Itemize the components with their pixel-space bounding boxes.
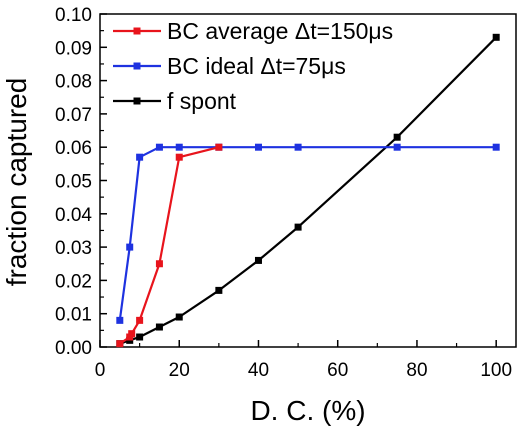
- data-point: [294, 143, 302, 151]
- series-line: [118, 146, 497, 321]
- data-point: [175, 143, 183, 151]
- data-point: [294, 223, 302, 231]
- data-point: [492, 143, 500, 151]
- y-tick-label: 0.07: [55, 105, 92, 126]
- data-point: [492, 33, 500, 41]
- y-tick-label: 0.10: [55, 5, 92, 26]
- data-point: [254, 256, 262, 264]
- data-point: [155, 260, 163, 268]
- legend-label: f spont: [167, 88, 237, 114]
- legend-label: BC average Δt=150μs: [167, 18, 393, 44]
- x-tick-label: 100: [480, 360, 512, 381]
- data-point: [126, 243, 134, 251]
- series-1: [116, 143, 500, 324]
- y-tick-label: 0.08: [55, 72, 92, 93]
- data-point: [393, 143, 401, 151]
- data-point: [175, 313, 183, 321]
- x-tick-label: 20: [169, 360, 190, 381]
- data-point: [116, 340, 124, 348]
- y-tick-label: 0.04: [55, 205, 92, 226]
- y-axis-title: fraction captured: [1, 78, 32, 287]
- series-line: [119, 36, 497, 345]
- y-tick-label: 0.09: [55, 38, 92, 59]
- data-point: [116, 316, 124, 324]
- y-tick-label: 0.03: [55, 238, 92, 259]
- data-point: [215, 143, 223, 151]
- data-point: [136, 153, 144, 161]
- data-point: [175, 153, 183, 161]
- x-tick-label: 60: [327, 360, 348, 381]
- legend-marker: [133, 97, 141, 105]
- data-point: [128, 330, 136, 338]
- data-point: [393, 133, 401, 141]
- data-point: [155, 143, 163, 151]
- series-line: [119, 146, 220, 345]
- data-point: [215, 286, 223, 294]
- data-series: [116, 33, 500, 348]
- x-tick-label: 80: [406, 360, 427, 381]
- legend-item-2: f spont: [113, 88, 237, 114]
- axis-ticks: 0 20 40 60 80 100 0.00 0.01 0.02 0.03 0.04 0.05 0.06…: [55, 5, 512, 381]
- legend: BC average Δt=150μs BC ideal Δt=75μs f spo…: [113, 18, 393, 114]
- y-tick-label: 0.02: [55, 271, 92, 292]
- legend-item-0: BC average Δt=150μs: [113, 18, 393, 44]
- data-point: [136, 316, 144, 324]
- y-tick-label: 0.00: [55, 338, 92, 359]
- y-tick-label: 0.06: [55, 138, 92, 159]
- data-point: [155, 323, 163, 331]
- legend-label: BC ideal Δt=75μs: [167, 53, 346, 79]
- x-axis-title: D. C. (%): [250, 395, 365, 426]
- legend-marker: [133, 27, 141, 35]
- data-point: [254, 143, 262, 151]
- legend-marker: [133, 62, 141, 70]
- series-0: [116, 143, 223, 348]
- x-tick-label: 40: [248, 360, 269, 381]
- x-tick-label: 0: [95, 360, 106, 381]
- y-tick-label: 0.05: [55, 172, 92, 193]
- legend-item-1: BC ideal Δt=75μs: [113, 53, 346, 79]
- data-point: [136, 333, 144, 341]
- y-tick-label: 0.01: [55, 305, 92, 326]
